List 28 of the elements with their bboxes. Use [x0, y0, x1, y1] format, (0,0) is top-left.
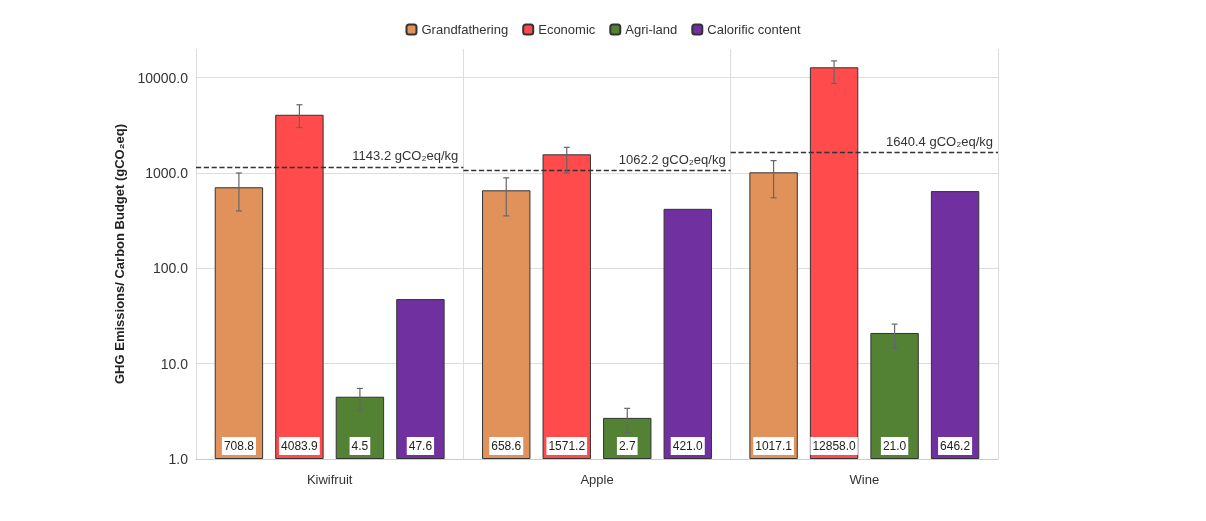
y-axis-title: GHG Emissions/ Carbon Budget (gCO₂eq)	[112, 123, 127, 385]
data-label: 421.0	[672, 439, 704, 453]
x-tick-label: Kiwifruit	[306, 472, 353, 487]
data-label: 646.2	[940, 439, 971, 453]
data-label: 2.7	[618, 439, 636, 453]
x-tick-label: Wine	[849, 472, 880, 487]
data-label: 1017.1	[755, 439, 793, 453]
legend-label: Agri-land	[625, 22, 678, 37]
data-label: 658.6	[491, 439, 522, 453]
ref-line-label: 1062.2 gCO₂eq/kg	[618, 151, 726, 167]
y-tick-label: 1000.0	[145, 165, 189, 182]
ref-line-label: 1143.2 gCO₂eq/kg	[352, 148, 459, 164]
data-label: 4083.9	[281, 439, 319, 453]
ref-line-label: 1640.4 gCO₂eq/kg	[886, 133, 993, 149]
y-tick-label: 10.0	[160, 355, 189, 372]
data-label: 12858.0	[812, 439, 857, 453]
y-tick-label: 1.0	[168, 451, 189, 467]
x-tick-label: Apple	[580, 472, 614, 487]
data-label: 4.5	[351, 439, 369, 453]
data-label: 708.8	[223, 439, 255, 453]
y-tick-label: 10000.0	[137, 69, 189, 86]
legend-label: Grandfathering	[421, 22, 509, 37]
legend-label: Economic	[538, 22, 596, 37]
legend-label: Calorific content	[707, 22, 801, 37]
data-label: 21.0	[882, 439, 907, 453]
data-label: 1571.2	[548, 439, 586, 453]
y-tick-label: 100.0	[152, 260, 189, 277]
data-label: 47.6	[408, 439, 433, 453]
